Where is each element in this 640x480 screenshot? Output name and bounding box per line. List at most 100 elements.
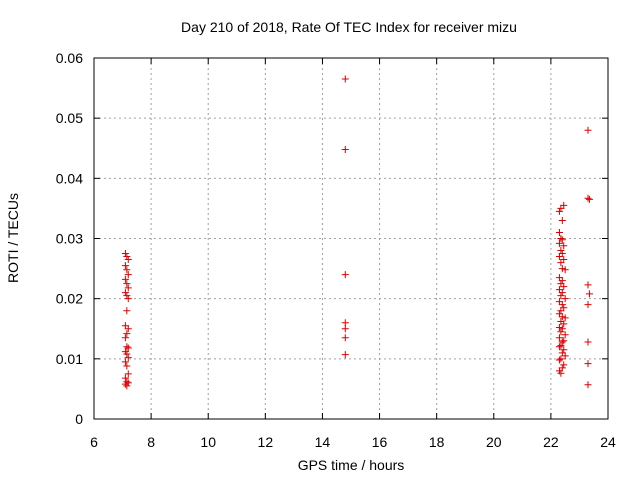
x-tick-label: 14 xyxy=(315,434,331,450)
data-point xyxy=(124,256,132,264)
data-point xyxy=(557,355,565,363)
x-tick-label: 8 xyxy=(147,434,155,450)
data-point xyxy=(555,334,563,342)
data-point xyxy=(123,362,131,370)
data-point xyxy=(560,201,568,209)
y-tick-label: 0.06 xyxy=(56,50,83,66)
data-point xyxy=(555,286,563,294)
grid-lines xyxy=(94,58,608,419)
x-tick-label: 20 xyxy=(486,434,502,450)
data-point xyxy=(341,271,349,279)
data-point xyxy=(585,290,593,298)
tick-labels: 6 8 10 12 14 16 18 20 22 24 0 0.01 0.02 0.03 0.04 0.05 0… xyxy=(56,50,616,450)
data-point xyxy=(584,338,592,346)
data-point xyxy=(560,346,568,354)
data-point xyxy=(121,322,129,330)
data-point xyxy=(557,369,565,377)
x-tick-label: 16 xyxy=(372,434,388,450)
y-tick-label: 0.01 xyxy=(56,351,83,367)
data-point xyxy=(124,354,132,362)
data-point xyxy=(123,350,131,358)
data-point xyxy=(121,289,129,297)
data-point xyxy=(584,381,592,389)
data-point xyxy=(341,325,349,333)
data-point xyxy=(558,216,566,224)
data-point xyxy=(121,374,129,382)
x-tick-label: 18 xyxy=(429,434,445,450)
data-point xyxy=(560,304,568,312)
data-points xyxy=(121,75,593,390)
data-point xyxy=(557,292,565,300)
data-point xyxy=(124,325,132,333)
data-point xyxy=(121,358,129,366)
data-point xyxy=(560,242,568,250)
data-point xyxy=(124,370,132,378)
data-point xyxy=(121,334,129,342)
data-point xyxy=(555,356,563,364)
data-point xyxy=(557,307,565,315)
data-point xyxy=(561,331,569,339)
y-tick-label: 0.03 xyxy=(56,231,83,247)
data-point xyxy=(557,235,565,242)
plot-frame xyxy=(93,57,609,420)
x-tick-label: 22 xyxy=(543,434,559,450)
data-point xyxy=(123,253,131,261)
y-tick-label: 0.02 xyxy=(56,291,83,307)
data-point xyxy=(558,301,566,309)
y-tick-label: 0.05 xyxy=(56,110,83,126)
data-point xyxy=(585,195,593,203)
data-point xyxy=(561,314,569,322)
data-point xyxy=(124,344,132,352)
data-point xyxy=(555,343,563,351)
data-point xyxy=(561,352,569,360)
data-point xyxy=(561,266,569,274)
data-point xyxy=(558,349,566,357)
data-point xyxy=(341,351,349,359)
data-point xyxy=(121,262,129,270)
data-point xyxy=(123,382,131,390)
data-point xyxy=(560,361,568,369)
chart-title: Day 210 of 2018, Rate Of TEC Index for r… xyxy=(181,19,517,35)
data-point xyxy=(584,281,592,289)
data-point xyxy=(558,236,566,244)
data-point xyxy=(584,301,592,309)
data-point xyxy=(557,280,565,288)
data-point xyxy=(584,126,592,134)
data-point xyxy=(557,259,565,267)
data-point xyxy=(121,380,129,388)
data-point xyxy=(555,239,563,247)
y-axis-label: ROTI / TECUs xyxy=(5,193,21,283)
data-point xyxy=(558,265,566,273)
data-point xyxy=(560,320,568,328)
x-tick-label: 10 xyxy=(200,434,216,450)
data-point xyxy=(121,250,129,258)
data-point xyxy=(341,319,349,327)
data-point xyxy=(341,145,349,153)
data-point xyxy=(341,334,349,342)
data-point xyxy=(560,337,568,345)
x-tick-label: 12 xyxy=(258,434,274,450)
data-point xyxy=(555,324,563,332)
data-point xyxy=(558,338,566,346)
data-point xyxy=(555,228,563,236)
data-point xyxy=(558,325,566,333)
y-tick-label: 0.04 xyxy=(56,170,83,186)
data-point xyxy=(123,307,131,315)
data-point xyxy=(561,295,569,303)
data-point xyxy=(584,194,592,202)
data-point xyxy=(557,247,565,255)
data-point xyxy=(123,330,131,338)
data-point xyxy=(584,360,592,368)
data-point xyxy=(341,75,349,83)
data-point xyxy=(555,253,563,261)
data-point xyxy=(124,295,132,303)
data-point xyxy=(123,280,131,288)
data-point xyxy=(560,256,568,264)
data-point xyxy=(560,283,568,291)
x-tick-label: 24 xyxy=(600,434,616,450)
data-point xyxy=(555,298,563,306)
data-point xyxy=(124,284,132,292)
data-point xyxy=(557,328,565,336)
data-point xyxy=(123,266,131,274)
